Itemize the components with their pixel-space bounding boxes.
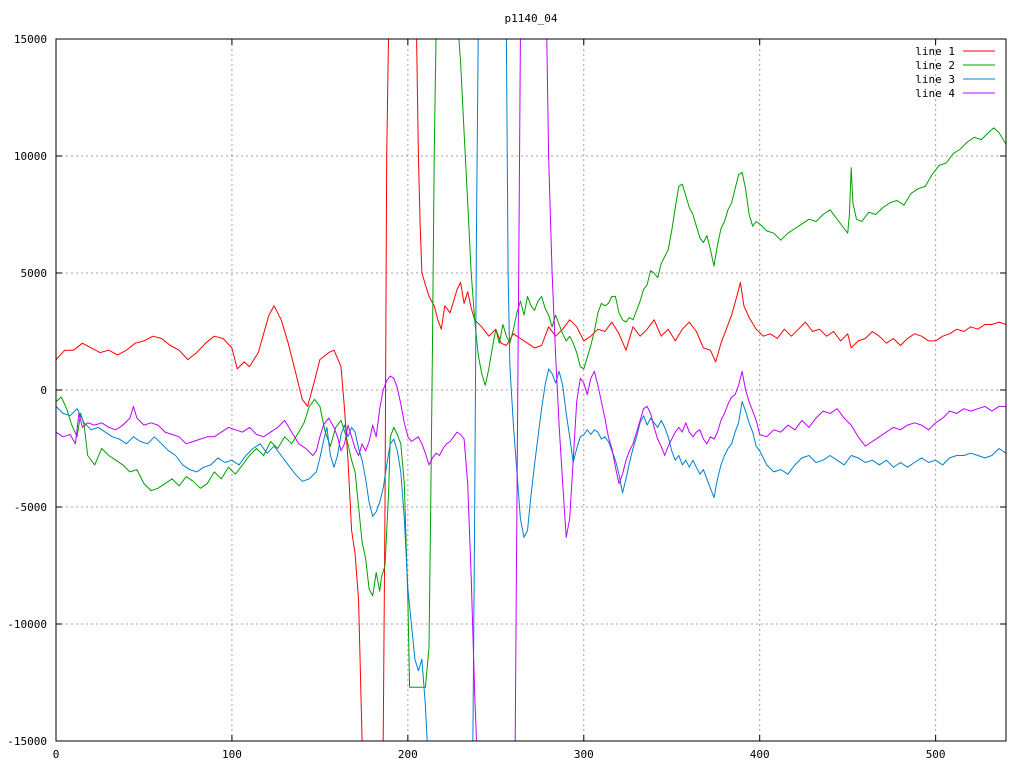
series-group [56, 39, 1006, 741]
y-tick-label: -10000 [7, 618, 47, 631]
y-tick-label: 15000 [14, 33, 47, 46]
legend-label-4: line 4 [915, 87, 955, 100]
legend-label-3: line 3 [915, 73, 955, 86]
x-tick-label: 100 [222, 748, 242, 761]
y-tick-label: 10000 [14, 150, 47, 163]
y-tick-label: 0 [40, 384, 47, 397]
chart-title: p1140_04 [505, 12, 558, 25]
series-line-4 [56, 39, 1006, 741]
x-tick-label: 500 [926, 748, 946, 761]
y-tick-label: -5000 [14, 501, 47, 514]
x-tick-label: 400 [750, 748, 770, 761]
legend-label-1: line 1 [915, 45, 955, 58]
x-tick-label: 0 [53, 748, 60, 761]
x-tick-label: 300 [574, 748, 594, 761]
grid [56, 39, 1006, 741]
y-tick-label: -15000 [7, 735, 47, 748]
x-tick-label: 200 [398, 748, 418, 761]
axis-ticks: 0 100 200 300 400 500 -15000 -10000 -5000 0 5000 10… [7, 33, 1006, 761]
y-tick-label: 5000 [21, 267, 48, 280]
series-line-1 [56, 39, 1006, 741]
series-line-3 [56, 39, 1006, 741]
legend-label-2: line 2 [915, 59, 955, 72]
series-line-2 [56, 39, 1006, 688]
